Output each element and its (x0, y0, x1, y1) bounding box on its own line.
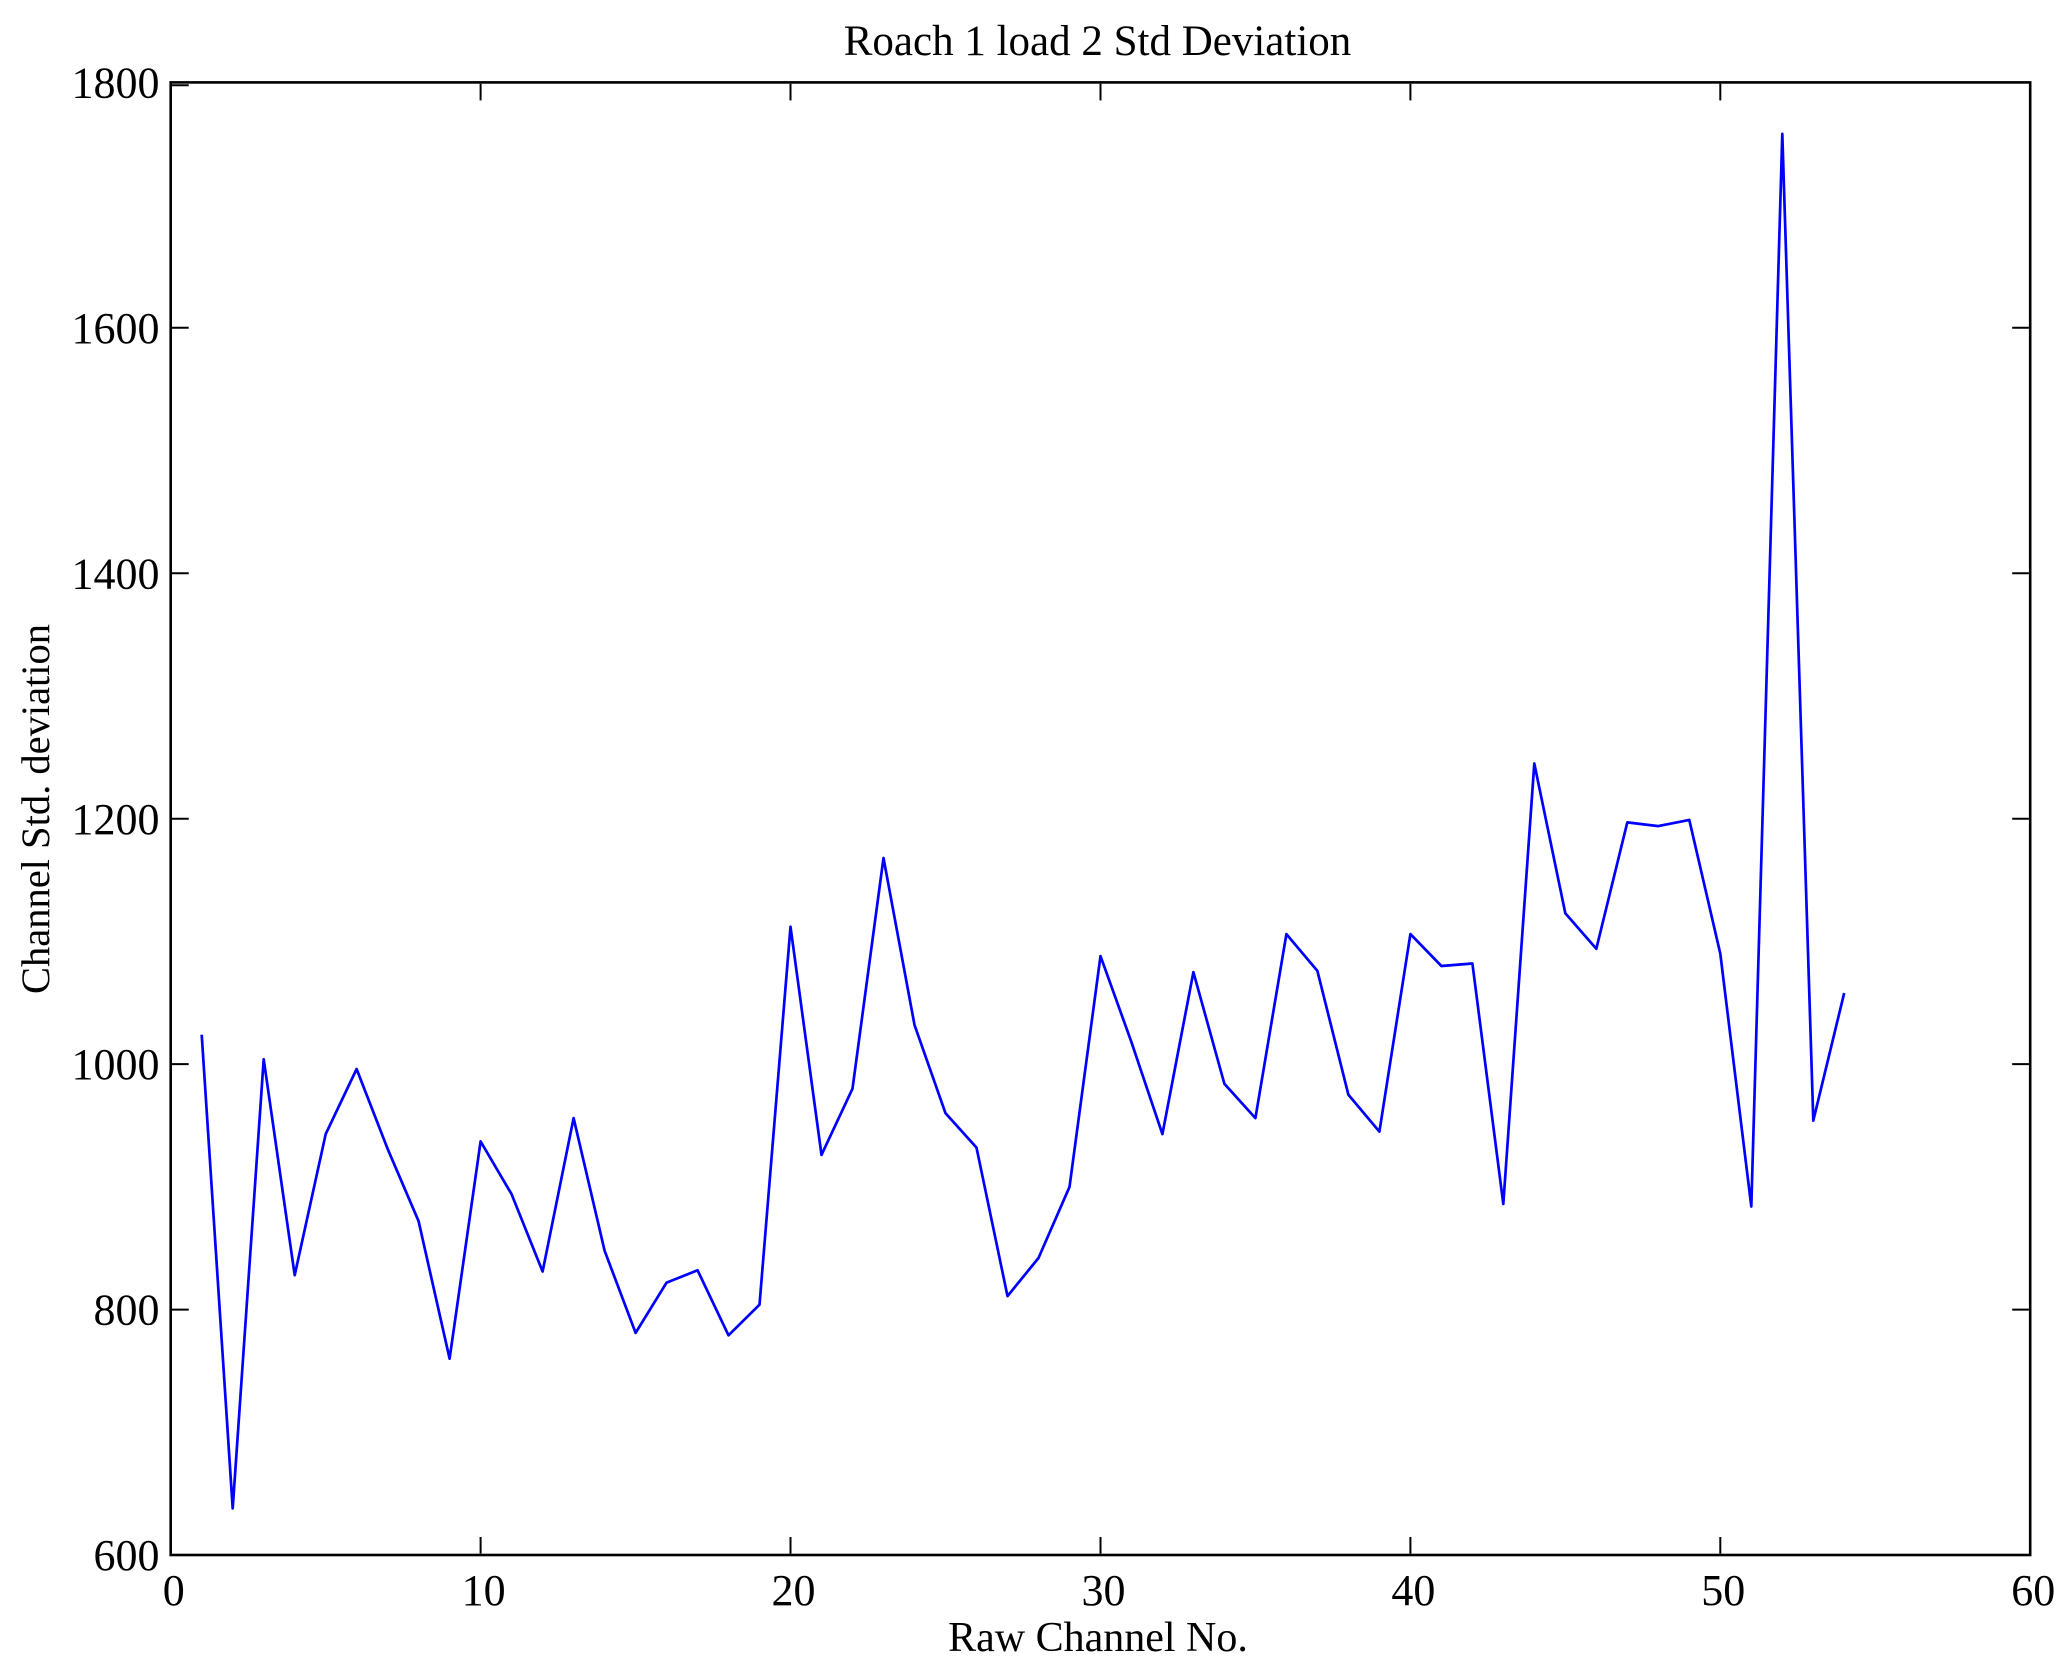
svg-text:30: 30 (1082, 1566, 1126, 1615)
svg-text:10: 10 (462, 1566, 506, 1615)
svg-text:0: 0 (163, 1566, 185, 1615)
svg-text:1000: 1000 (72, 1040, 160, 1089)
svg-text:20: 20 (772, 1566, 816, 1615)
svg-text:1600: 1600 (72, 304, 160, 353)
svg-text:1200: 1200 (72, 795, 160, 844)
svg-text:Roach 1 load 2 Std Deviation: Roach 1 load 2 Std Deviation (844, 18, 1352, 65)
svg-text:1800: 1800 (72, 59, 160, 108)
svg-text:600: 600 (94, 1531, 160, 1580)
svg-text:Channel Std. deviation: Channel Std. deviation (13, 624, 58, 994)
svg-text:800: 800 (94, 1286, 160, 1335)
svg-text:Raw Channel No.: Raw Channel No. (948, 1615, 1248, 1661)
svg-text:40: 40 (1391, 1566, 1435, 1615)
svg-text:60: 60 (2011, 1566, 2055, 1615)
svg-text:50: 50 (1701, 1566, 1745, 1615)
svg-text:1400: 1400 (72, 549, 160, 598)
